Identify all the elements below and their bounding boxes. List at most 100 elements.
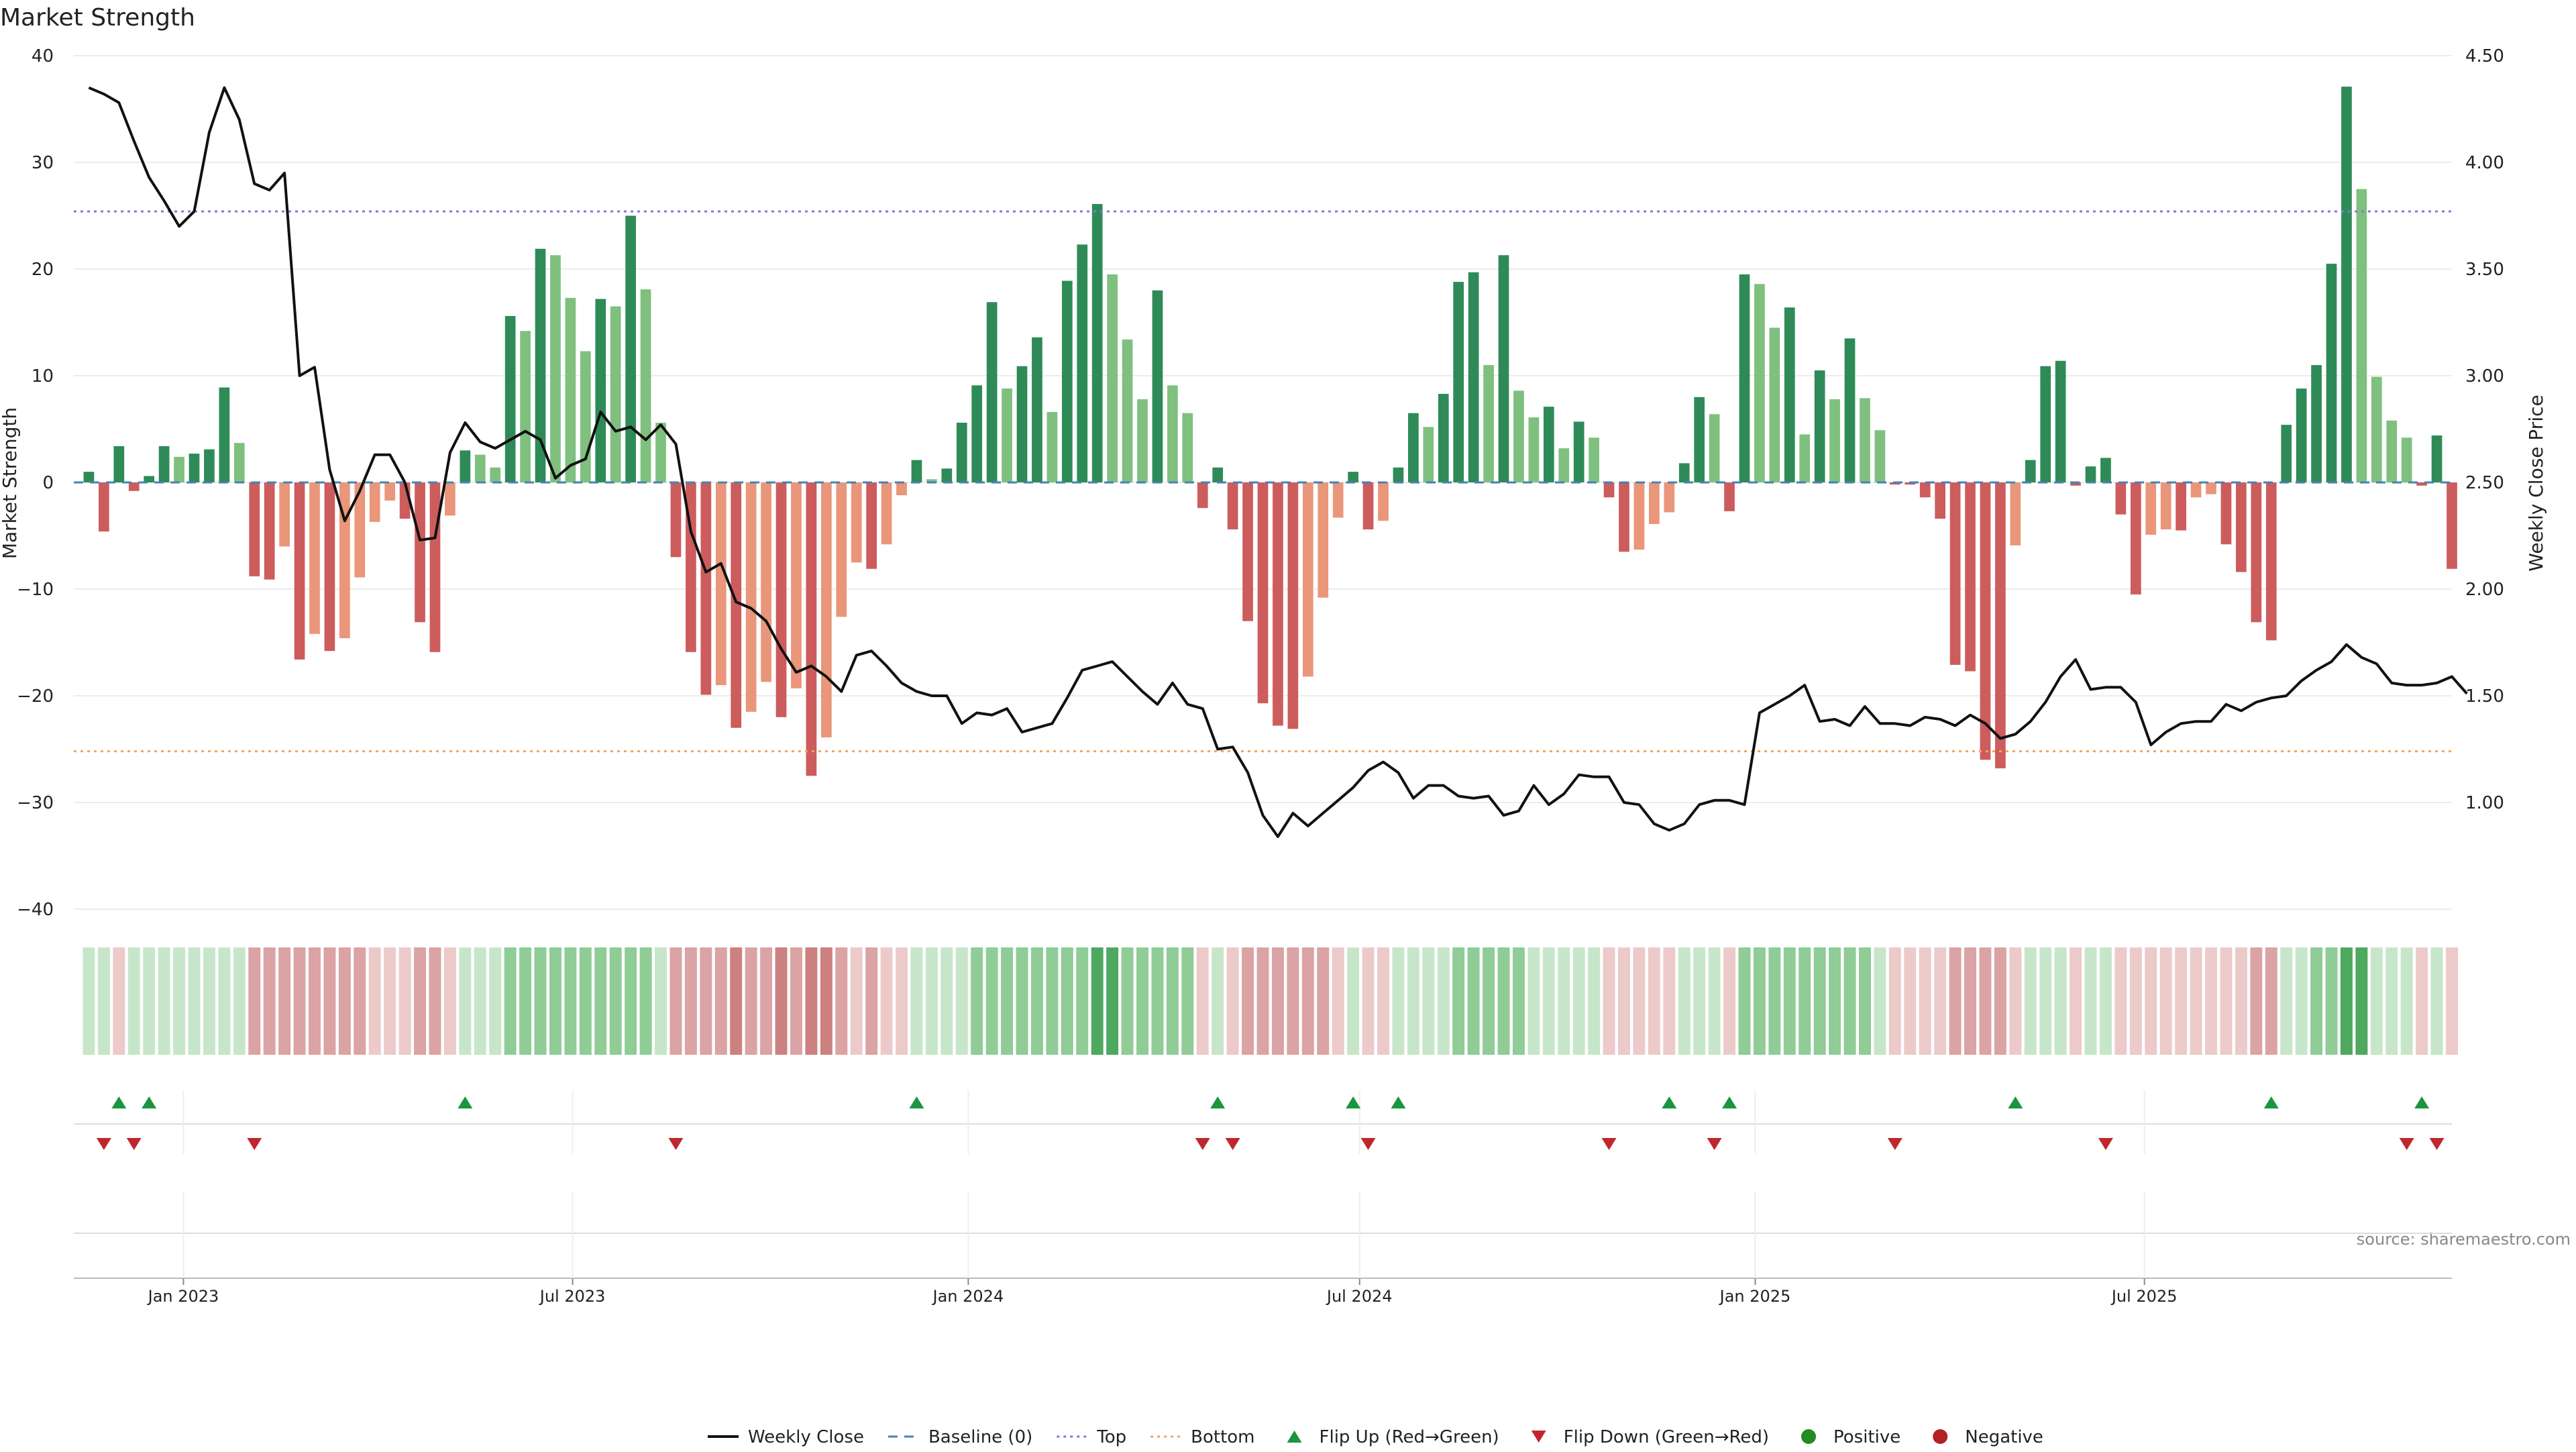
heat-strip xyxy=(594,947,607,1055)
strength-bar xyxy=(1543,407,1554,482)
heat-strip xyxy=(549,947,561,1055)
strength-bar xyxy=(2265,482,2277,641)
heat-strip xyxy=(1407,947,1419,1055)
heat-strip xyxy=(1181,947,1194,1055)
heat-strip xyxy=(1708,947,1721,1055)
strength-bar xyxy=(1995,482,2006,769)
strength-bar xyxy=(128,482,140,491)
strength-bar xyxy=(1874,430,1886,482)
strength-bar xyxy=(2220,482,2232,545)
flip-down-marker xyxy=(247,1138,262,1150)
heat-strip xyxy=(775,947,788,1055)
heat-strip xyxy=(1648,947,1660,1055)
strength-bar xyxy=(1483,365,1494,482)
heat-strip xyxy=(684,947,697,1055)
legend-label: Negative xyxy=(1965,1427,2043,1447)
strength-bar xyxy=(1678,463,1690,482)
heat-strip xyxy=(1979,947,1992,1055)
strength-bar xyxy=(1769,327,1780,482)
heat-strip xyxy=(2054,947,2067,1055)
heat-strip xyxy=(1783,947,1796,1055)
y-right-tick-label: 1.00 xyxy=(2465,793,2504,813)
strength-bar xyxy=(1814,370,1825,482)
heat-strip xyxy=(1136,947,1148,1055)
heat-strip xyxy=(2250,947,2263,1055)
strength-bar xyxy=(595,299,606,482)
strength-bar xyxy=(1061,280,1073,482)
strength-bar xyxy=(2176,482,2186,531)
heat-strip xyxy=(1166,947,1179,1055)
strength-bar xyxy=(580,351,591,482)
strength-bar xyxy=(1332,482,1344,518)
strength-bar xyxy=(2386,420,2398,482)
y-right-tick-label: 2.50 xyxy=(2465,473,2504,493)
heat-strip xyxy=(1572,947,1585,1055)
strength-bar xyxy=(896,482,907,496)
heat-strip xyxy=(203,947,215,1055)
strength-bar xyxy=(550,255,561,482)
strength-bar xyxy=(415,482,425,623)
heat-strip xyxy=(1588,947,1601,1055)
heat-strip xyxy=(188,947,201,1055)
heat-strip xyxy=(896,947,908,1055)
heat-strip xyxy=(1738,947,1751,1055)
y-left-tick-label: 0 xyxy=(42,473,54,493)
heat-strip xyxy=(2159,947,2172,1055)
strength-bar xyxy=(655,422,666,482)
strength-bar xyxy=(1724,482,1735,511)
strength-bar xyxy=(233,443,245,482)
heat-strip xyxy=(2310,947,2323,1055)
strength-bar xyxy=(2025,460,2036,482)
strength-bar xyxy=(1152,290,1163,482)
heat-strip xyxy=(1061,947,1073,1055)
heat-strip xyxy=(384,947,396,1055)
strength-bar xyxy=(113,446,125,482)
strength-bar xyxy=(775,482,787,717)
strength-bar xyxy=(219,387,230,482)
strength-bar xyxy=(926,479,937,482)
strength-bar xyxy=(941,468,953,482)
legend-swatch-negative xyxy=(1933,1429,1948,1444)
heat-strip xyxy=(971,947,983,1055)
heat-strip xyxy=(1994,947,2006,1055)
strength-bar xyxy=(565,297,576,482)
strength-bar xyxy=(1754,284,1765,482)
strength-bar xyxy=(1077,244,1088,482)
heat-strip xyxy=(83,947,95,1055)
heat-strip xyxy=(2190,947,2202,1055)
y-left-tick-label: −10 xyxy=(17,580,54,600)
heat-strip xyxy=(1317,947,1330,1055)
heat-strip xyxy=(564,947,577,1055)
y-right-tick-label: 4.50 xyxy=(2465,46,2504,66)
heat-strip xyxy=(985,947,998,1055)
strength-bar xyxy=(731,482,742,728)
strength-bar xyxy=(294,482,305,660)
heat-strip xyxy=(2024,947,2037,1055)
legend-swatch-flip-down xyxy=(1531,1431,1546,1443)
flip-up-marker xyxy=(111,1096,127,1108)
strength-bar xyxy=(339,482,350,639)
flip-up-marker xyxy=(1210,1096,1226,1108)
heat-strip xyxy=(820,947,833,1055)
heat-strip xyxy=(1829,947,1841,1055)
strength-bar xyxy=(1965,482,1976,672)
heat-strip xyxy=(97,947,110,1055)
strength-bar xyxy=(1453,282,1464,482)
strength-bar xyxy=(1558,448,1570,482)
heat-strip xyxy=(1753,947,1766,1055)
heat-strip xyxy=(2280,947,2293,1055)
heat-strip xyxy=(1768,947,1781,1055)
heat-strip xyxy=(1362,947,1375,1055)
strength-bar xyxy=(2356,189,2367,482)
heat-strip xyxy=(714,947,727,1055)
strength-bar xyxy=(1664,482,1675,513)
strength-bar xyxy=(2416,482,2427,486)
heat-strip xyxy=(2175,947,2188,1055)
heat-strip xyxy=(113,947,125,1055)
heat-strip xyxy=(625,947,637,1055)
heat-strip xyxy=(1287,947,1299,1055)
strength-bar xyxy=(2040,366,2051,482)
heat-strip xyxy=(1226,947,1239,1055)
strength-bar xyxy=(881,482,892,545)
price-layer xyxy=(88,86,2468,838)
